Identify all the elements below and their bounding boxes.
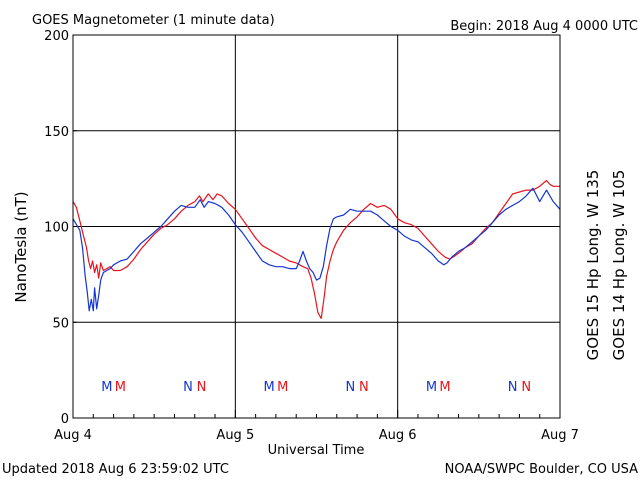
x-tick-label: Aug 5: [216, 428, 254, 443]
legend-goes15: GOES 15 Hp Long. W 135: [584, 170, 602, 361]
local-time-marker: N: [359, 380, 369, 395]
begin-time: Begin: 2018 Aug 4 0000 UTC: [450, 19, 638, 34]
local-time-marker: M: [101, 380, 112, 395]
chart-title: GOES Magnetometer (1 minute data): [32, 13, 275, 28]
legend-goes14: GOES 14 Hp Long. W 105: [610, 170, 628, 361]
series-layer: [72, 179, 561, 319]
updated-timestamp: Updated 2018 Aug 6 23:59:02 UTC: [2, 462, 229, 477]
y-tick-label: 50: [52, 316, 69, 331]
y-tick-label: 200: [44, 29, 69, 44]
y-tick-label: 150: [44, 125, 69, 140]
y-tick-label: 0: [61, 412, 69, 427]
local-time-marker: N: [345, 380, 355, 395]
x-axis-label: Universal Time: [268, 443, 365, 458]
local-time-marker: N: [197, 380, 207, 395]
x-tick-label: Aug 7: [541, 428, 579, 443]
local-time-marker: N: [508, 380, 518, 395]
y-tick-label: 100: [44, 221, 69, 236]
grid: [73, 35, 560, 418]
local-time-marker: N: [183, 380, 193, 395]
source-credit: NOAA/SWPC Boulder, CO USA: [445, 462, 638, 477]
local-time-marker: M: [426, 380, 437, 395]
series-line-goes14: [72, 187, 561, 312]
local-time-marker: M: [264, 380, 275, 395]
local-time-marker: M: [439, 380, 450, 395]
local-time-marker: N: [521, 380, 531, 395]
series-line-goes15: [72, 179, 560, 319]
y-axis-label: NanoTesla (nT): [12, 191, 30, 302]
x-axis-ticks: Aug 4 Aug 5 Aug 6 Aug 7: [54, 410, 579, 443]
local-time-marker: M: [115, 380, 126, 395]
y-axis-ticks: 0 50 100 150 200: [44, 29, 77, 427]
local-time-marker: M: [277, 380, 288, 395]
x-tick-label: Aug 4: [54, 428, 92, 443]
x-tick-label: Aug 6: [379, 428, 417, 443]
